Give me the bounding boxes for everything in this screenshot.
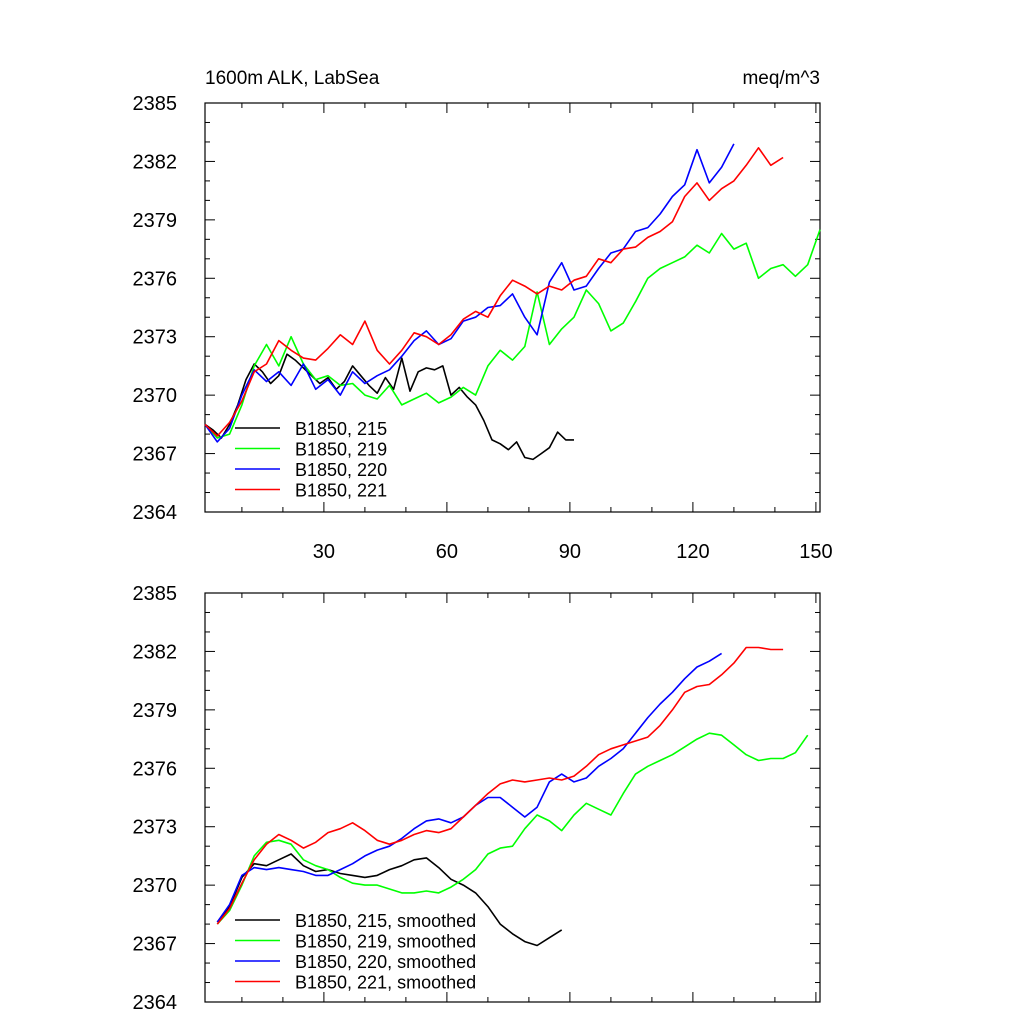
chart-panel-1: 2364 2367 2370 2373 2376 2379 2382 2385 30 60 90 12…	[133, 68, 833, 563]
y-tick-label: 2379	[133, 210, 178, 232]
series-line-2	[204, 229, 821, 439]
y-tick-label: 2373	[133, 817, 178, 839]
series-line-1	[216, 853, 563, 947]
chart-units: meq/m^3	[742, 68, 820, 89]
x-tick-label: 30	[313, 541, 335, 563]
y-tick-label: 2367	[133, 444, 178, 466]
legend-label: B1850, 220, smoothed	[295, 952, 476, 972]
legend-label: B1850, 221, smoothed	[295, 973, 476, 993]
series-line-3	[216, 652, 723, 923]
series-line-2	[216, 732, 809, 925]
y-tick-label: 2373	[133, 327, 178, 349]
y-tick-label: 2376	[133, 268, 178, 290]
legend-label: B1850, 215	[295, 419, 387, 439]
legend-label: B1850, 221	[295, 481, 387, 501]
x-tick-label: 150	[799, 541, 832, 563]
y-tick-label: 2370	[133, 385, 178, 407]
y-tick-label: 2382	[133, 641, 178, 663]
legend-label: B1850, 219, smoothed	[295, 932, 476, 952]
y-tick-label: 2385	[133, 583, 178, 605]
legend-label: B1850, 215, smoothed	[295, 911, 476, 931]
y-tick-label: 2382	[133, 151, 178, 173]
legend-label: B1850, 220	[295, 460, 387, 480]
y-tick-label: 2364	[133, 992, 178, 1014]
series-line-3	[204, 143, 735, 443]
series-line-4	[216, 646, 784, 925]
plot-frame	[204, 592, 821, 1003]
y-tick-label: 2385	[133, 93, 178, 115]
y-tick-label: 2367	[133, 934, 178, 956]
x-tick-label: 60	[436, 541, 458, 563]
legend-label: B1850, 219	[295, 440, 387, 460]
y-tick-label: 2370	[133, 875, 178, 897]
chart-title: 1600m ALK, LabSea	[205, 68, 380, 89]
series-line-1	[204, 353, 574, 461]
chart-panel-2: 2364 2367 2370 2373 2376 2379 2382 2385 B1850, 2…	[133, 583, 821, 1014]
x-tick-label: 90	[559, 541, 581, 563]
plot-frame	[204, 102, 821, 513]
y-tick-label: 2364	[133, 502, 178, 524]
x-tick-label: 120	[676, 541, 709, 563]
series-line-4	[204, 147, 784, 437]
y-tick-label: 2376	[133, 758, 178, 780]
y-tick-label: 2379	[133, 700, 178, 722]
